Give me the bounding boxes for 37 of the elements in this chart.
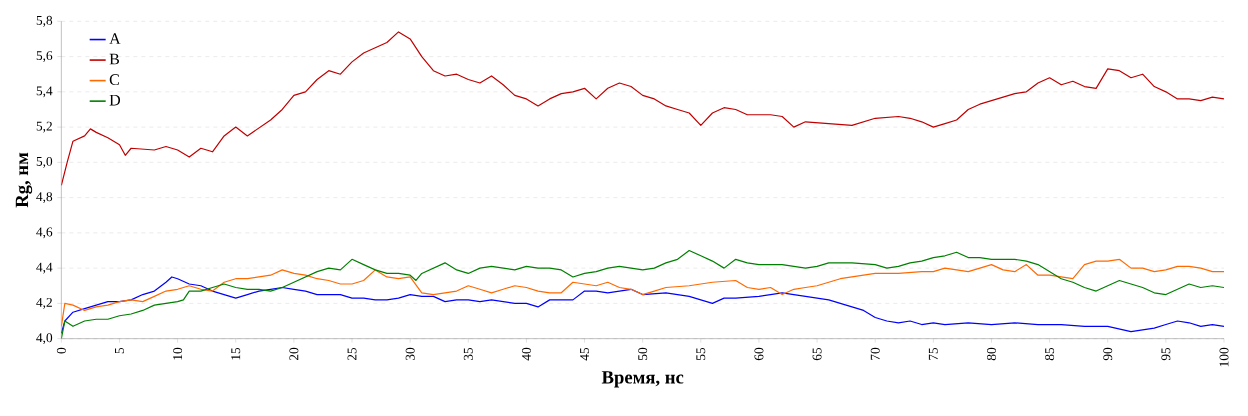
y-tick-label: 5,4 — [36, 86, 53, 98]
x-tick-label: 20 — [289, 347, 299, 361]
x-tick-label: 25 — [347, 347, 357, 361]
x-tick-label: 35 — [463, 347, 473, 361]
x-tick-label: 50 — [638, 347, 648, 360]
x-tick-label: 80 — [986, 347, 996, 361]
y-tick-label: 5,8 — [36, 15, 53, 27]
x-tick-label: 90 — [1103, 347, 1113, 361]
y-tick-label: 4,0 — [36, 333, 53, 345]
y-tick-label: 4,8 — [36, 192, 53, 204]
x-tick-label: 70 — [870, 347, 880, 360]
y-tick-label: 5,0 — [36, 156, 53, 168]
x-tick-label: 65 — [812, 347, 822, 361]
y-axis-title: Rg, нм — [15, 152, 33, 208]
x-tick-label: 100 — [1219, 347, 1229, 367]
x-tick-label: 60 — [754, 347, 764, 361]
legend-label: C — [109, 74, 119, 86]
x-tick-label: 75 — [928, 347, 938, 360]
y-tick-label: 5,2 — [36, 121, 52, 133]
legend-label: A — [109, 33, 121, 44]
x-axis-title: Время, нс — [601, 371, 684, 388]
x-tick-label: 85 — [1045, 347, 1055, 361]
x-tick-label: 0 — [56, 347, 66, 354]
y-tick-label: 4,4 — [36, 262, 53, 274]
x-tick-label: 5 — [115, 347, 124, 354]
x-tick-label: 55 — [696, 347, 706, 360]
x-tick-label: 15 — [231, 347, 241, 360]
y-tick-label: 4,6 — [36, 227, 53, 239]
x-tick-label: 45 — [580, 347, 589, 361]
x-tick-label: 10 — [173, 347, 183, 360]
x-tick-label: 95 — [1161, 347, 1171, 361]
y-tick-label: 4,2 — [36, 297, 52, 309]
y-tick-label: 5,6 — [36, 51, 53, 63]
legend-label: B — [109, 53, 120, 65]
legend-label: D — [109, 94, 121, 106]
x-tick-label: 40 — [521, 347, 531, 361]
x-tick-label: 30 — [405, 347, 415, 361]
